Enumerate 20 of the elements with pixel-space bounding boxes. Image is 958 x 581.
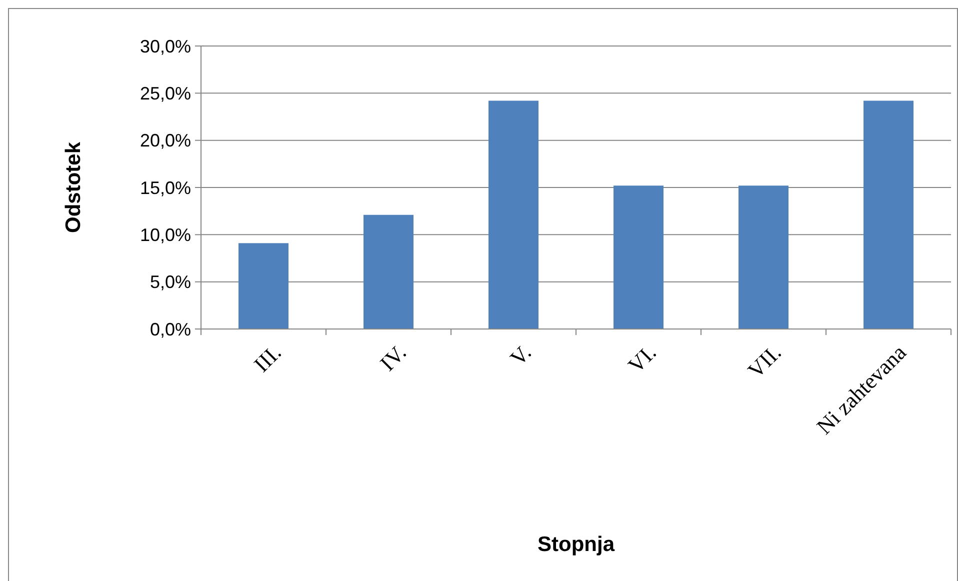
x-axis-title: Stopnja [538,533,615,556]
y-tick-label: 30,0% [140,36,191,56]
bar [238,243,288,329]
y-tick-label: 5,0% [150,272,191,292]
x-tick-label: VI. [622,340,661,378]
x-tick-label: III. [248,340,286,377]
bar [488,100,538,329]
bar [614,186,664,329]
x-tick-label: VII. [742,340,786,383]
bar [738,186,788,329]
y-tick-label: 10,0% [140,224,191,245]
y-tick-label: 0,0% [150,319,191,340]
y-axis-title: Odstotek [62,142,85,234]
y-tick-label: 20,0% [140,130,191,151]
y-tick-label: 15,0% [140,178,191,198]
y-tick-label: 25,0% [140,83,191,104]
x-tick-label: V. [505,340,536,371]
bar [364,214,414,329]
x-tick-label: IV. [374,340,411,376]
bar [864,100,914,329]
